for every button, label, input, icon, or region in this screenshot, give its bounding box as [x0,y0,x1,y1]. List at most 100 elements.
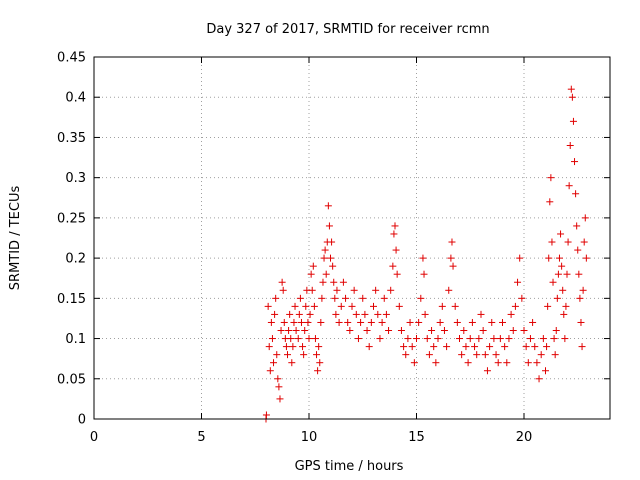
y-tick-label: 0.3 [65,171,86,186]
data-point [548,238,556,246]
data-point [322,270,330,278]
data-point [290,318,298,326]
data-point [391,222,399,230]
y-tick-label: 0 [78,413,86,428]
data-point [305,335,313,343]
data-point [554,270,562,278]
data-point [428,327,436,335]
data-point [494,359,502,367]
data-point [406,318,414,326]
data-point [370,302,377,310]
data-point [390,230,398,238]
data-point [436,318,444,326]
x-tick-label: 15 [408,430,425,445]
data-point [432,359,440,367]
data-point [308,286,316,294]
data-point [276,395,284,403]
data-point [332,310,340,318]
data-point [339,278,347,286]
data-point [289,343,297,351]
data-point [481,351,489,359]
data-point [420,270,428,278]
data-point [564,238,572,246]
data-point [468,318,476,326]
data-point [277,327,285,335]
data-point [316,359,324,367]
data-point [475,335,483,343]
data-point [268,335,276,343]
data-point [278,278,286,286]
data-point [311,335,319,343]
data-point [575,270,583,278]
data-point [357,318,365,326]
data-point [385,327,393,335]
data-point [451,302,459,310]
data-point [477,310,485,318]
data-point [306,310,314,318]
data-point [531,343,539,351]
data-point [295,310,303,318]
data-point [299,343,307,351]
data-point [389,262,397,270]
data-point [542,367,549,375]
data-point [307,270,315,278]
data-point [471,343,479,351]
data-point [327,254,334,262]
data-point [286,310,294,318]
data-point [488,318,496,326]
data-point [354,335,362,343]
data-point [539,335,547,343]
data-point [462,343,470,351]
data-point [448,238,456,246]
data-point [335,318,343,326]
data-point [404,335,412,343]
data-point [443,343,451,351]
data-point [559,286,567,294]
data-point [579,286,587,294]
y-tick-label: 0.35 [57,131,86,146]
data-point [279,286,287,294]
data-point [346,327,354,335]
data-point [550,335,558,343]
y-tick-label: 0.05 [57,372,86,387]
data-point [572,190,580,198]
data-point [376,335,384,343]
data-point [267,318,275,326]
data-point [507,310,515,318]
data-point [374,310,382,318]
data-point [417,294,425,302]
data-point [563,270,571,278]
data-point [382,310,390,318]
data-point [294,335,302,343]
data-point [555,254,563,262]
data-point [447,254,455,262]
data-point [524,359,532,367]
data-point [445,286,453,294]
data-point [367,318,375,326]
data-point [397,327,405,335]
x-axis-label: GPS time / hours [295,459,404,474]
data-point [545,254,553,262]
axis-ticks: 0 0.05 0.1 0.15 0.2 0.25 0.3 0.35 0.4 0.45 0 5 10 15 2… [57,51,610,445]
data-point [309,262,317,270]
data-point [557,230,565,238]
data-point [321,246,329,254]
data-point [582,254,590,262]
data-point [440,327,448,335]
data-point [483,367,491,375]
data-point [266,367,274,375]
data-point [313,351,321,359]
data-point [560,310,568,318]
chart-title: Day 327 of 2017, SRMTID for receiver rcm… [206,22,489,37]
data-point [511,302,519,310]
data-point [270,359,278,367]
y-tick-label: 0.1 [65,332,86,347]
data-point [571,158,579,166]
data-point [320,254,328,262]
data-point [425,351,433,359]
data-point [285,327,293,335]
data-point [387,286,395,294]
data-point [565,182,573,190]
data-point [567,85,575,93]
